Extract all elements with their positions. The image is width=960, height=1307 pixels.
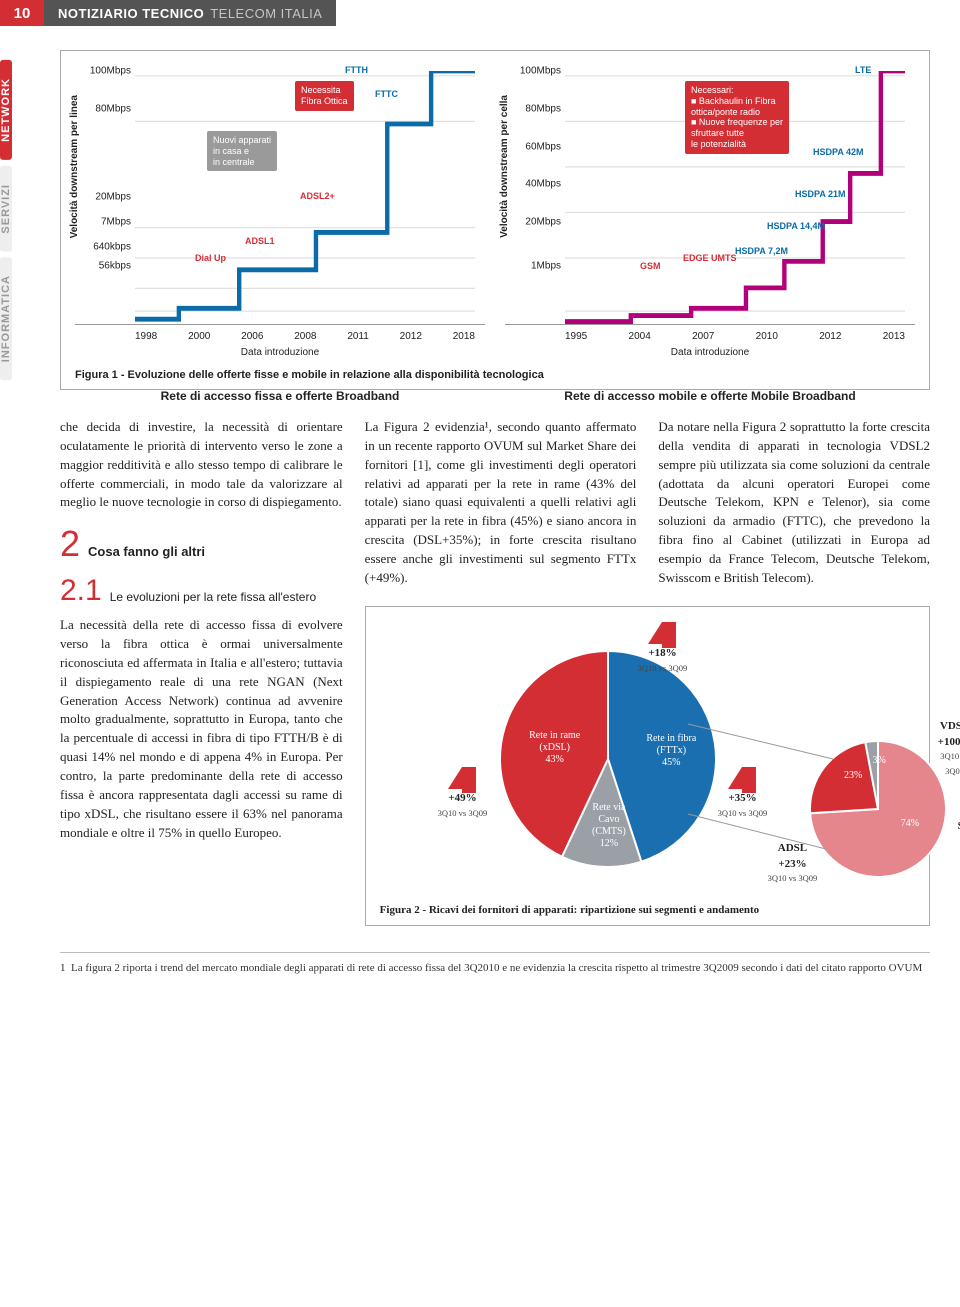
xtick: 2011 xyxy=(347,331,369,342)
column-2-3: La Figura 2 evidenzia¹, secondo quanto a… xyxy=(365,418,930,926)
xtick: 2012 xyxy=(400,331,422,342)
footnote-text: La figura 2 riporta i trend del mercato … xyxy=(71,962,922,974)
pie-slice-label: 3% xyxy=(844,755,914,767)
tech-label: FTTC xyxy=(375,89,398,99)
chart-mobile-access: Velocità downstream per cella 100Mbps80M… xyxy=(505,65,915,325)
page-number: 10 xyxy=(0,0,44,26)
ytick: 100Mbps xyxy=(90,66,131,77)
segment-label: VDSL+100%3Q10 vs 3Q09 xyxy=(938,719,960,780)
callout-red-right: Necessari:■ Backhaulin in Fibra ottica/p… xyxy=(685,81,789,154)
ytick: 80Mbps xyxy=(525,103,561,114)
tech-label: Dial Up xyxy=(195,253,226,263)
xtick: 2018 xyxy=(453,331,475,342)
section-21-title: Le evoluzioni per la rete fissa all'este… xyxy=(110,589,316,606)
tech-label: ADSL1 xyxy=(245,236,275,246)
ytick: 1Mbps xyxy=(531,261,561,272)
growth-arrow: +35%3Q10 vs 3Q09 xyxy=(718,769,768,819)
pie-slice-label: Rete in fibra(FTTx)45% xyxy=(636,733,706,769)
xtick: 2012 xyxy=(819,331,841,342)
xtick: 1995 xyxy=(565,331,587,342)
pie-slice-label: Rete viaCavo(CMTS)12% xyxy=(574,802,644,850)
tech-label: HSDPA 21M xyxy=(795,189,846,199)
xtick: 2004 xyxy=(629,331,651,342)
x-caption-right: Data introduzione xyxy=(505,347,915,358)
ytick: 40Mbps xyxy=(525,179,561,190)
chart-fixed-access: Velocità downstream per linea 100Mbps80M… xyxy=(75,65,485,325)
footnote: 1 La figura 2 riporta i trend del mercat… xyxy=(60,952,930,976)
x-caption-left: Data introduzione xyxy=(75,347,485,358)
title-light: TELECOM ITALIA xyxy=(210,6,322,21)
xtick: 2007 xyxy=(692,331,714,342)
ytick: 20Mbps xyxy=(525,217,561,228)
xtick: 2010 xyxy=(756,331,778,342)
callout-grey: Nuovi apparatiin casa ein centrale xyxy=(207,131,277,171)
section-2-num: 2 xyxy=(60,526,80,562)
ylabel-left: Velocità downstream per linea xyxy=(69,95,80,238)
figure-2-caption: Figura 2 - Ricavi dei fornitori di appar… xyxy=(380,903,759,919)
col1-para1: che decida di investire, la necessità di… xyxy=(60,418,343,512)
tech-label: GSM xyxy=(640,261,661,271)
section-21-num: 2.1 xyxy=(60,576,102,606)
col1-para2: La necessità della rete di accesso fissa… xyxy=(60,616,343,842)
ytick: 60Mbps xyxy=(525,141,561,152)
xtick: 2008 xyxy=(294,331,316,342)
tech-label: FTTH xyxy=(345,65,368,75)
ytick: 7Mbps xyxy=(101,217,131,228)
side-tabs: NETWORK SERVIZI INFORMATICA xyxy=(0,60,34,387)
side-tab-network[interactable]: NETWORK xyxy=(0,60,12,160)
chart-left-title: Rete di accesso fissa e offerte Broadban… xyxy=(75,389,485,403)
col3-para1: Da notare nella Figura 2 soprattutto la … xyxy=(658,418,930,588)
body-columns: che decida di investire, la necessità di… xyxy=(60,418,930,926)
figure-1-caption: Figura 1 - Evoluzione delle offerte fiss… xyxy=(75,369,544,381)
chart-right-title: Rete di accesso mobile e offerte Mobile … xyxy=(505,389,915,403)
tech-label: HSDPA 14,4M xyxy=(767,221,825,231)
growth-arrow: +49%3Q10 vs 3Q09 xyxy=(438,769,488,819)
tech-label: HSDPA 42M xyxy=(813,147,864,157)
ytick: 80Mbps xyxy=(95,103,131,114)
ytick: 20Mbps xyxy=(95,192,131,203)
tech-label: EDGE UMTS xyxy=(683,253,737,263)
footnote-num: 1 xyxy=(60,962,66,974)
ytick: 56kbps xyxy=(99,261,131,272)
xtick: 2013 xyxy=(883,331,905,342)
section-2-title: Cosa fanno gli altri xyxy=(88,543,205,562)
title-bold: NOTIZIARIO TECNICO xyxy=(58,6,204,21)
ylabel-right: Velocità downstream per cella xyxy=(499,95,510,238)
figure-1: Velocità downstream per linea 100Mbps 80M… xyxy=(60,50,930,390)
growth-arrow: +18%3Q10 vs 3Q09 xyxy=(638,624,688,674)
ytick: 100Mbps xyxy=(520,66,561,77)
figure-2: Rete in fibra(FTTx)45% Rete viaCavo(CMTS)… xyxy=(365,606,930,926)
pie-slice-label: 23% xyxy=(818,770,888,782)
page-header: 10 NOTIZIARIO TECNICO TELECOM ITALIA xyxy=(0,0,930,26)
side-tab-servizi[interactable]: SERVIZI xyxy=(0,166,12,252)
callout-red-left: NecessitaFibra Ottica xyxy=(295,81,354,111)
ytick: 640kbps xyxy=(93,242,131,253)
publication-title: NOTIZIARIO TECNICO TELECOM ITALIA xyxy=(44,0,336,26)
column-1: che decida di investire, la necessità di… xyxy=(60,418,343,926)
side-tab-informatica[interactable]: INFORMATICA xyxy=(0,257,12,380)
col2-para1: La Figura 2 evidenzia¹, secondo quanto a… xyxy=(365,418,637,588)
xtick: 2006 xyxy=(241,331,263,342)
segment-label: ADSL+23%3Q10 vs 3Q09 xyxy=(768,841,818,887)
xtick: 1998 xyxy=(135,331,157,342)
xtick: 2000 xyxy=(188,331,210,342)
tech-label: HSDPA 7,2M xyxy=(735,246,788,256)
pie-slice-label: 74% xyxy=(875,818,945,830)
pie-slice-label: Rete in rame(xDSL)43% xyxy=(520,730,590,766)
tech-label: LTE xyxy=(855,65,871,75)
tech-label: ADSL2+ xyxy=(300,191,335,201)
